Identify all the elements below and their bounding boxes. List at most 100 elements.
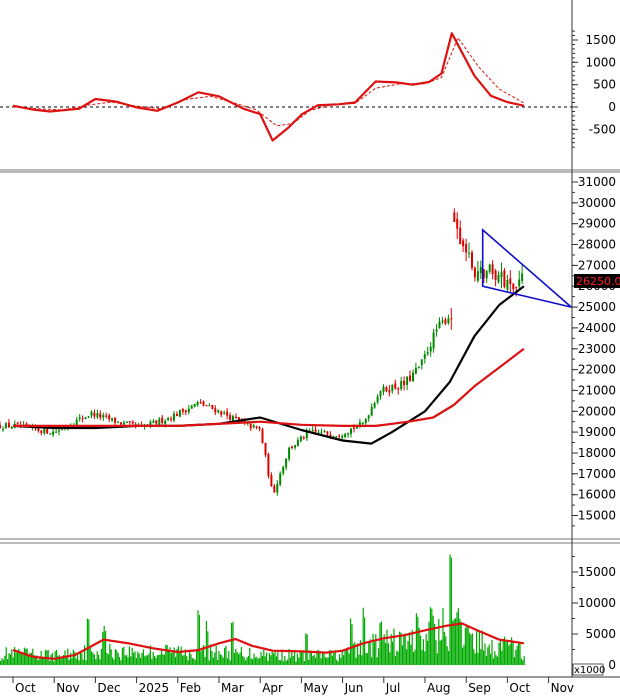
volume-bar <box>456 612 458 665</box>
volume-bar <box>492 658 494 665</box>
volume-bar <box>501 650 503 665</box>
candle-body <box>105 415 108 417</box>
price-panel: 3100030000290002800027000260002500024000… <box>0 175 620 527</box>
volume-bar <box>225 645 227 665</box>
volume-bar <box>302 650 304 665</box>
candle-body <box>46 428 49 434</box>
volume-bar <box>490 653 492 665</box>
volume-bar <box>229 660 231 665</box>
volume-bar <box>29 652 31 665</box>
volume-bar <box>372 633 374 665</box>
volume-bar <box>260 651 262 665</box>
volume-bar <box>12 657 14 665</box>
volume-bar <box>142 649 144 665</box>
volume-bar <box>280 660 282 665</box>
candle-body <box>249 423 252 429</box>
candle-body <box>479 267 482 274</box>
volume-bar <box>71 658 73 665</box>
volume-bar <box>274 651 276 665</box>
volume-bar <box>401 645 403 665</box>
volume-bar <box>278 659 280 665</box>
last-price-label: 26250.00 <box>576 275 620 288</box>
candle-body <box>220 411 223 415</box>
volume-bar <box>9 654 11 665</box>
volume-bar <box>312 655 314 665</box>
candle-body <box>184 410 187 413</box>
volume-bar <box>287 659 289 665</box>
volume-bar <box>294 650 296 665</box>
candle-body <box>296 439 299 446</box>
candle-body <box>232 415 234 421</box>
candle-body <box>423 354 426 359</box>
volume-bar <box>11 649 13 665</box>
volume-bar <box>198 615 200 665</box>
candle-body <box>459 227 462 245</box>
candle-body <box>264 443 267 455</box>
volume-bar <box>505 641 507 665</box>
volume-bar <box>177 645 179 665</box>
candle-body <box>155 420 158 424</box>
volume-bar <box>509 643 511 665</box>
volume-bar <box>455 618 457 665</box>
candle-body <box>111 418 114 421</box>
candle-body <box>202 401 205 406</box>
oscillator-panel: 1500 1000 500 0 -500 <box>0 30 616 148</box>
volume-bar <box>148 653 150 665</box>
x-tick-label: Feb <box>180 681 201 695</box>
volume-bar <box>91 651 93 665</box>
volume-bar <box>84 645 86 665</box>
volume-bar <box>313 654 315 665</box>
volume-bar <box>406 649 408 665</box>
volume-bar <box>414 649 416 665</box>
volume-bar <box>371 657 373 665</box>
volume-bar <box>357 643 359 665</box>
volume-bar <box>480 649 482 665</box>
volume-bar <box>75 658 77 665</box>
volume-bar <box>175 656 177 665</box>
candle-body <box>394 383 397 389</box>
candle-body <box>494 270 497 280</box>
volume-bar <box>127 657 129 665</box>
volume-bar <box>481 630 483 665</box>
candle-body <box>226 411 229 416</box>
candle-body <box>344 434 347 437</box>
candle-body <box>471 252 473 268</box>
volume-bar <box>233 652 235 665</box>
volume-bar <box>308 659 310 665</box>
volume-bar <box>518 642 520 665</box>
candle-body <box>382 386 385 392</box>
volume-bar <box>299 650 301 665</box>
volume-bar <box>236 651 238 665</box>
volume-bar <box>200 651 202 665</box>
candle-body <box>128 421 131 423</box>
volume-bar <box>173 647 175 665</box>
volume-bar <box>35 655 37 665</box>
volume-bar <box>350 618 352 665</box>
volume-bar <box>189 651 191 665</box>
volume-bar <box>194 659 196 665</box>
volume-bar <box>277 651 279 665</box>
volume-bar <box>411 629 413 665</box>
volume-bar <box>365 652 367 665</box>
candle-body <box>120 422 122 425</box>
volume-bar <box>165 644 167 665</box>
volume-bar <box>147 655 149 665</box>
volume-bar <box>331 655 333 665</box>
candle-body <box>332 436 335 438</box>
candle-body <box>93 412 96 417</box>
volume-bar <box>61 658 63 665</box>
volume-bar <box>361 655 363 665</box>
candle-body <box>509 278 512 284</box>
price-y-tick-label: 20000 <box>578 404 616 418</box>
volume-bar <box>488 644 490 665</box>
candle-body <box>361 423 364 424</box>
candle-body <box>409 375 411 381</box>
candle-body <box>99 413 102 418</box>
volume-bar <box>519 642 521 665</box>
volume-bar <box>130 656 132 665</box>
volume-bar <box>436 653 438 665</box>
volume-bar <box>156 655 158 665</box>
candle-body <box>276 483 279 493</box>
price-y-tick-label: 24000 <box>578 321 616 335</box>
volume-bar <box>161 648 163 665</box>
